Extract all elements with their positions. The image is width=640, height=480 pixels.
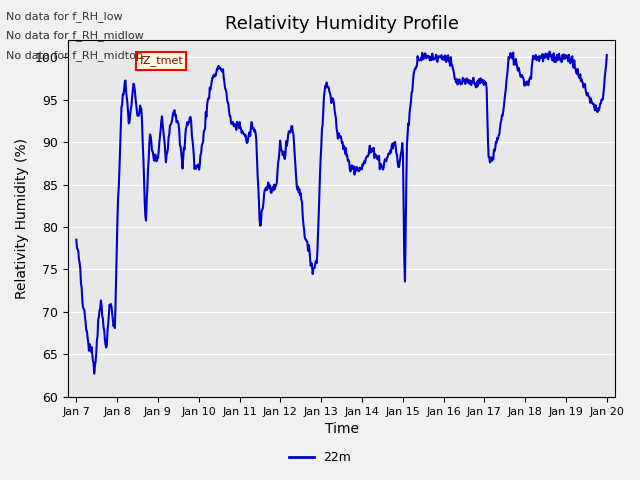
Y-axis label: Relativity Humidity (%): Relativity Humidity (%) — [15, 138, 29, 299]
Title: Relativity Humidity Profile: Relativity Humidity Profile — [225, 15, 458, 33]
Text: fZ_tmet: fZ_tmet — [140, 55, 183, 66]
Text: No data for f_RH_midlow: No data for f_RH_midlow — [6, 30, 144, 41]
Text: No data for f_RH_low: No data for f_RH_low — [6, 11, 123, 22]
X-axis label: Time: Time — [324, 422, 358, 436]
Text: No data for f_RH_midtop: No data for f_RH_midtop — [6, 49, 143, 60]
Legend: 22m: 22m — [284, 446, 356, 469]
